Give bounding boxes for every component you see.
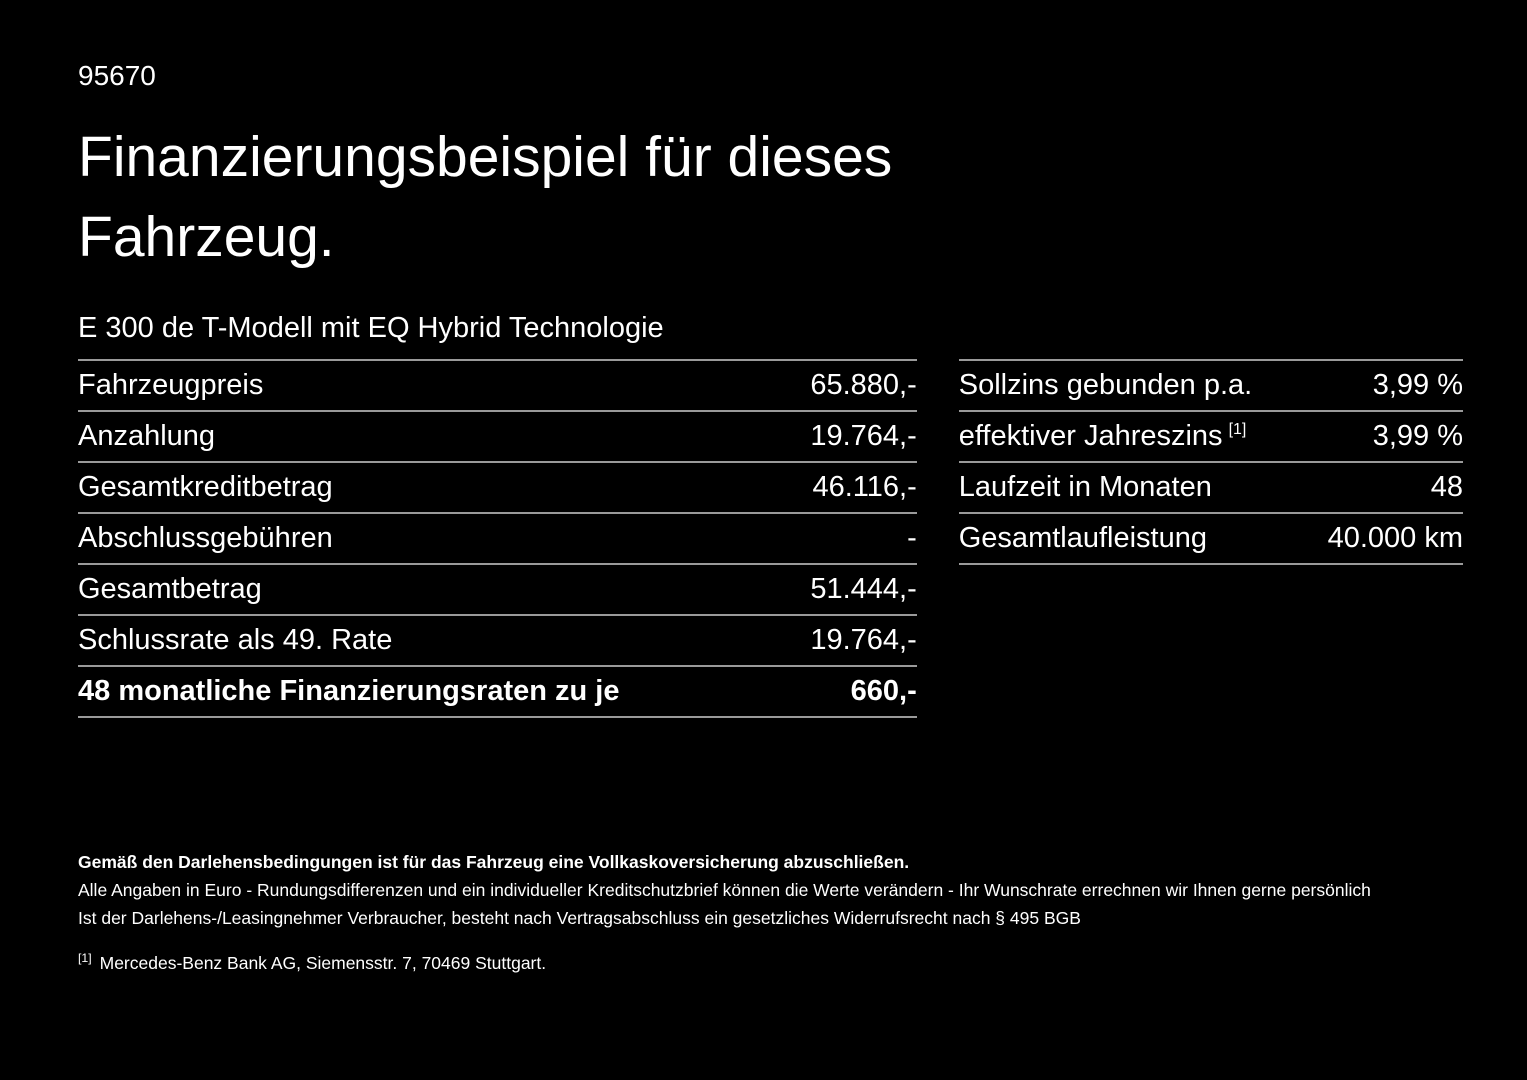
footer-withdrawal-note: Ist der Darlehens-/Leasingnehmer Verbrau…: [78, 908, 1081, 928]
row-label: Gesamtlaufleistung: [958, 521, 1207, 554]
footer-footnote: [1] Mercedes-Benz Bank AG, Siemensstr. 7,…: [78, 944, 1447, 977]
financing-tables: Fahrzeugpreis 65.880,- Anzahlung 19.764,…: [78, 358, 1463, 718]
table-row: Gesamtbetrag 51.444,-: [78, 565, 917, 616]
row-value: 19.764,-: [810, 623, 917, 656]
footnote-marker: [1]: [78, 951, 92, 965]
vehicle-model-subtitle: E 300 de T-Modell mit EQ Hybrid Technolo…: [78, 311, 664, 344]
row-label: Gesamtkreditbetrag: [78, 470, 333, 503]
table-row: Sollzins gebunden p.a. 3,99 %: [958, 361, 1463, 412]
footnote-marker: [1]: [1228, 420, 1247, 438]
financing-table-left: Fahrzeugpreis 65.880,- Anzahlung 19.764,…: [78, 358, 917, 718]
row-label: Schlussrate als 49. Rate: [78, 623, 393, 656]
row-label: Fahrzeugpreis: [78, 368, 264, 401]
row-value: 19.764,-: [810, 419, 917, 452]
table-row: effektiver Jahreszins [1] 3,99 %: [958, 412, 1463, 463]
row-label: 48 monatliche Finanzierungsraten zu je: [78, 674, 620, 707]
financing-table-right: Sollzins gebunden p.a. 3,99 % effektiver…: [958, 358, 1463, 565]
row-value: 51.444,-: [810, 572, 917, 605]
row-value: 48: [1430, 470, 1463, 503]
row-value: 65.880,-: [810, 368, 917, 401]
row-value: 46.116,-: [812, 470, 917, 503]
row-value: 3,99 %: [1372, 419, 1463, 452]
footer-insurance-note: Gemäß den Darlehensbedingungen ist für d…: [78, 852, 910, 872]
table-row: Schlussrate als 49. Rate 19.764,-: [78, 616, 917, 667]
table-row: Abschlussgebühren -: [78, 514, 917, 565]
footnote-text: Mercedes-Benz Bank AG, Siemensstr. 7, 70…: [99, 952, 547, 973]
table-row-monthly-rate: 48 monatliche Finanzierungsraten zu je 6…: [78, 667, 917, 718]
table-row: Gesamtkreditbetrag 46.116,-: [78, 463, 917, 514]
row-label: Laufzeit in Monaten: [958, 470, 1212, 503]
table-row: Fahrzeugpreis 65.880,-: [78, 361, 917, 412]
vehicle-id-number: 95670: [78, 60, 156, 91]
row-label: Sollzins gebunden p.a.: [958, 368, 1253, 401]
legal-footer: Gemäß den Darlehensbedingungen ist für d…: [78, 848, 1447, 977]
row-label: Abschlussgebühren: [78, 521, 333, 554]
table-row: Gesamtlaufleistung 40.000 km: [958, 514, 1463, 565]
row-label: Gesamtbetrag: [78, 572, 262, 605]
row-label: effektiver Jahreszins [1]: [959, 420, 1247, 453]
footer-euro-note: Alle Angaben in Euro - Rundungsdifferenz…: [78, 880, 1371, 900]
table-row: Laufzeit in Monaten 48: [958, 463, 1463, 514]
row-label-text: effektiver Jahreszins: [958, 419, 1223, 452]
table-row: Anzahlung 19.764,-: [78, 412, 917, 463]
page-title: Finanzierungsbeispiel für dieses Fahrzeu…: [78, 125, 893, 269]
row-value: 40.000 km: [1327, 521, 1463, 554]
row-value: 3,99 %: [1372, 368, 1463, 401]
row-label: Anzahlung: [78, 419, 216, 452]
row-value: 660,-: [850, 674, 917, 707]
row-value: -: [907, 521, 917, 554]
